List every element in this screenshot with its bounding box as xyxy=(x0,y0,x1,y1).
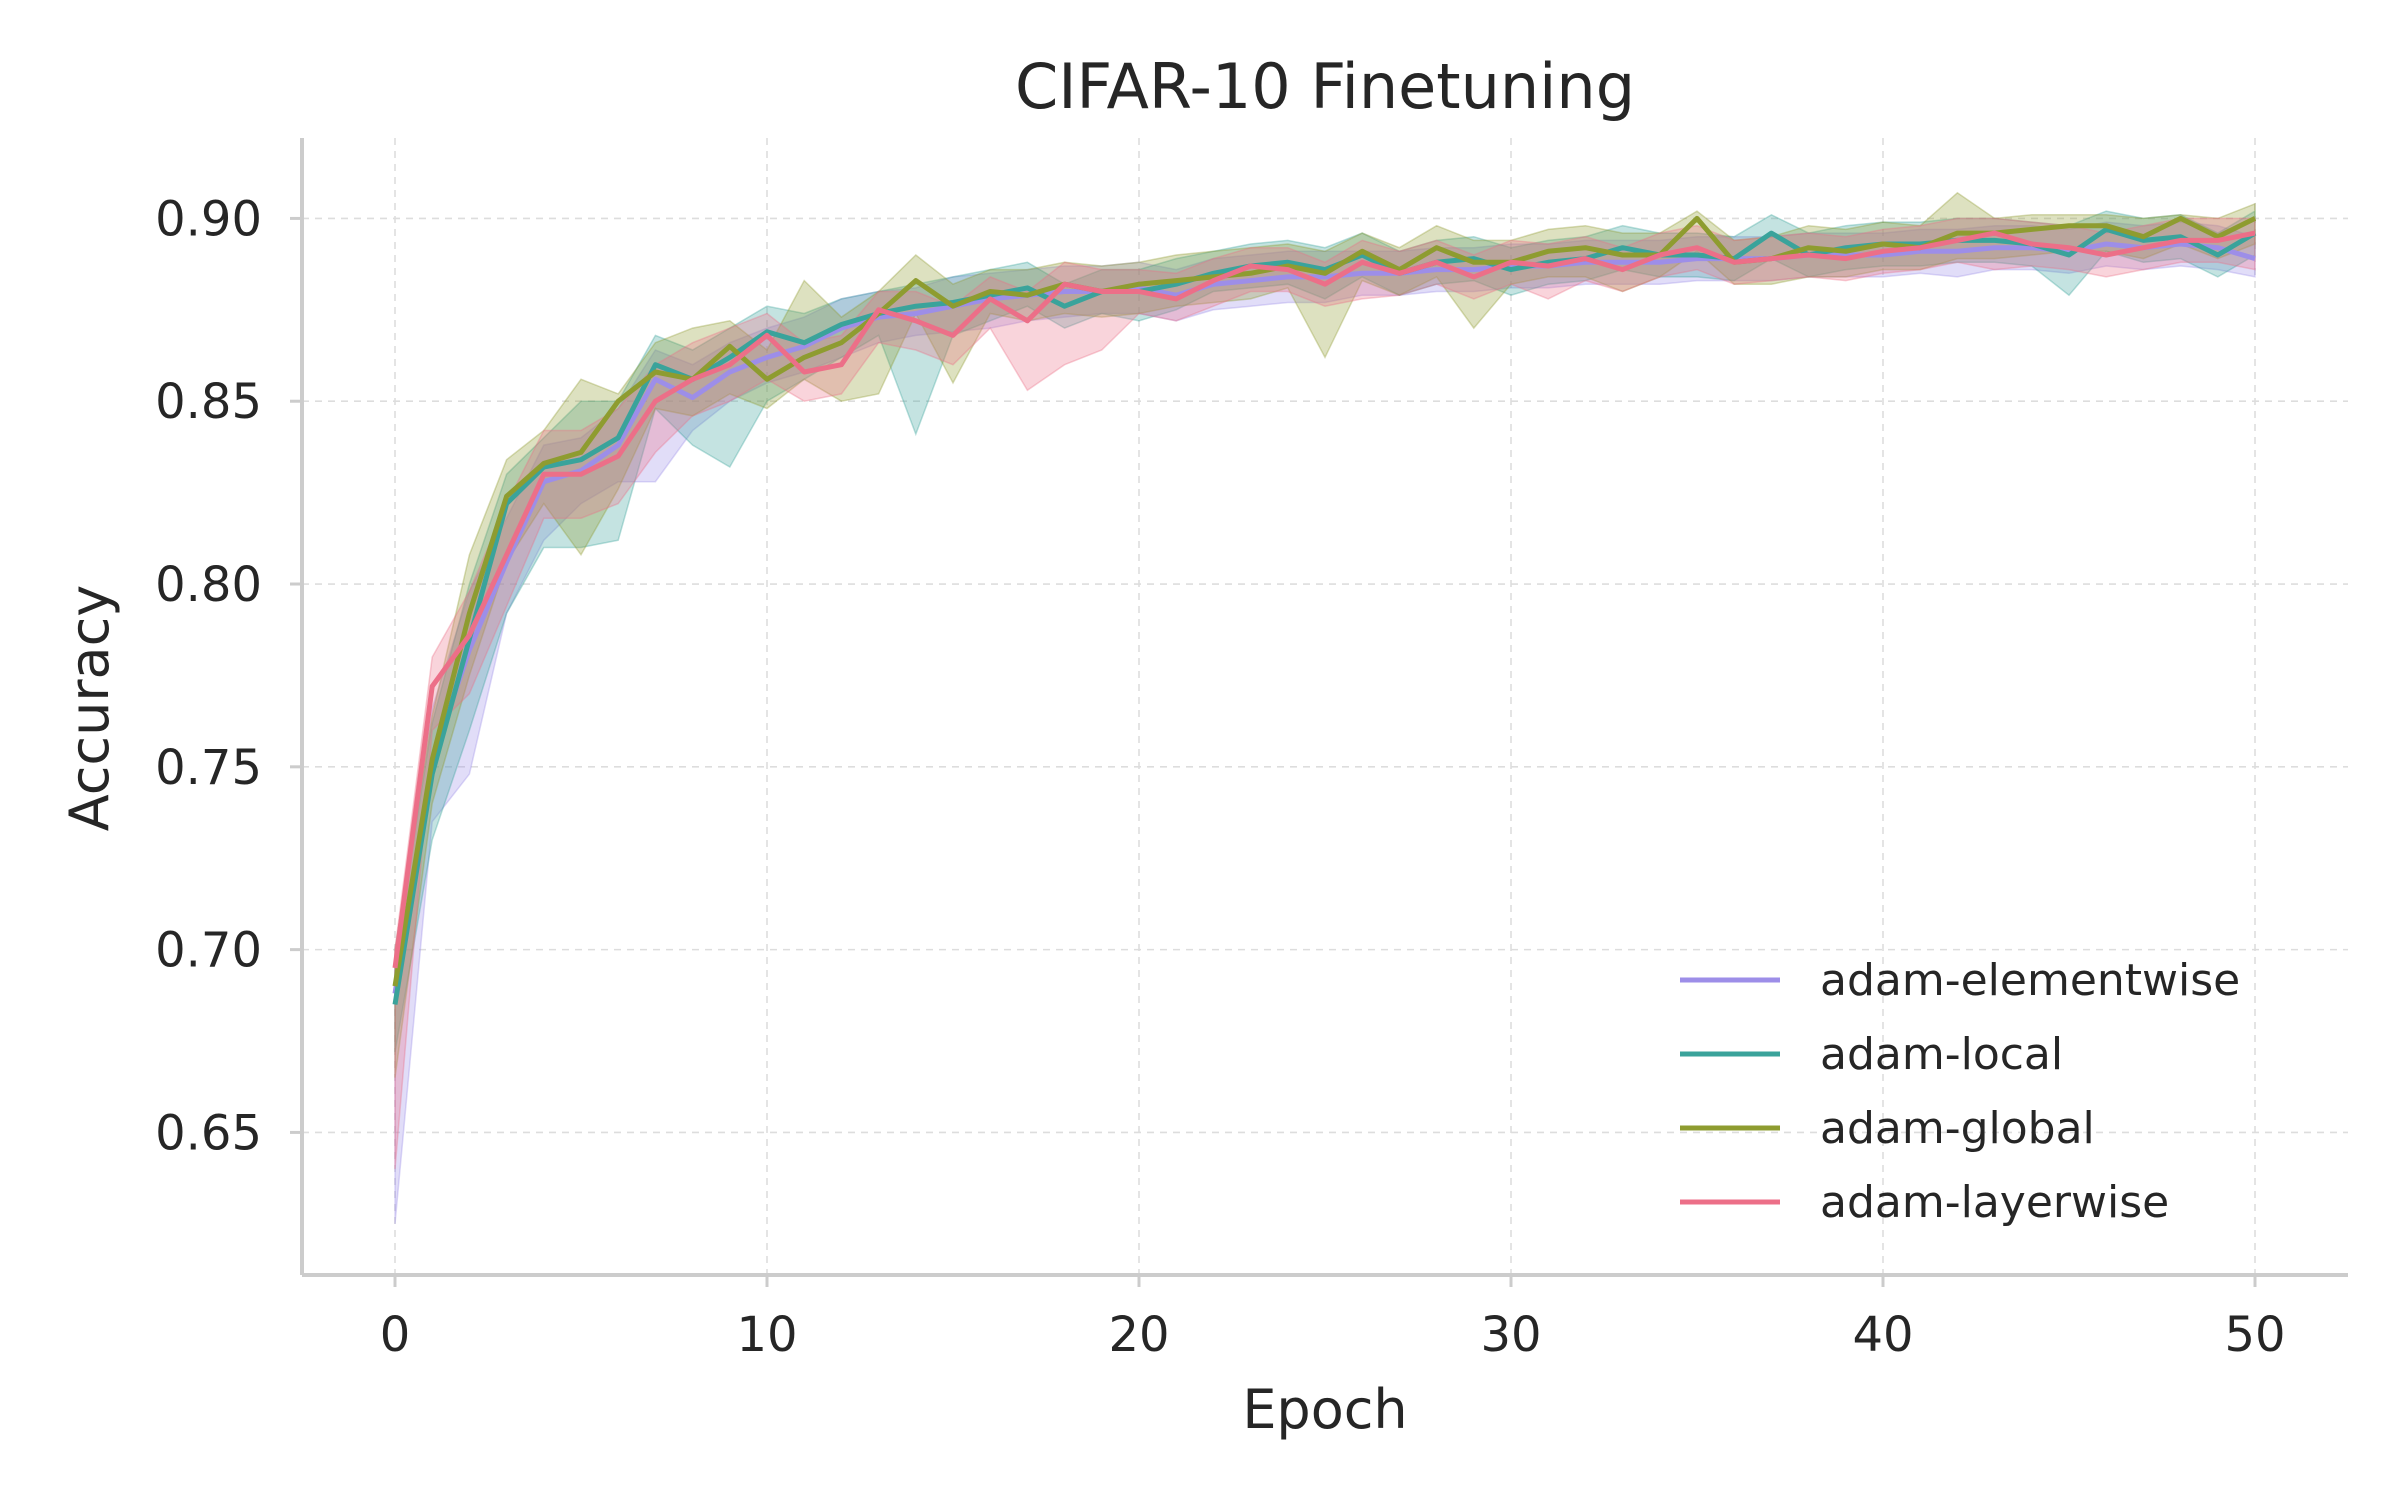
line-adam-elementwise xyxy=(392,241,2256,994)
band-adam-layerwise xyxy=(394,217,2256,1170)
y-tick-label: 0.80 xyxy=(155,557,262,613)
x-tick-label: 10 xyxy=(736,1307,797,1363)
legend-label-adam-global: adam-global xyxy=(1820,1103,2095,1154)
x-tick-label: 0 xyxy=(380,1307,411,1363)
x-tick-label: 30 xyxy=(1480,1307,1541,1363)
y-tick-label: 0.90 xyxy=(155,191,262,247)
band-adam-global xyxy=(394,191,2256,1078)
confidence-bands xyxy=(394,191,2256,1224)
x-tick-label: 20 xyxy=(1108,1307,1169,1363)
legend-label-adam-local: adam-local xyxy=(1820,1029,2063,1080)
x-tick-label: 50 xyxy=(2224,1307,2285,1363)
legend-label-adam-elementwise: adam-elementwise xyxy=(1820,955,2240,1006)
y-tick-label: 0.75 xyxy=(155,740,262,796)
y-tick-label: 0.85 xyxy=(155,374,262,430)
band-adam-elementwise xyxy=(394,221,2256,1224)
x-tick-label: 40 xyxy=(1852,1307,1913,1363)
series-lines xyxy=(392,215,2257,1005)
y-tick-label: 0.70 xyxy=(155,923,262,979)
line-adam-global xyxy=(392,215,2257,987)
y-tick-label: 0.65 xyxy=(155,1105,262,1161)
line-adam-layerwise xyxy=(392,230,2256,969)
chart-title: CIFAR-10 Finetuning xyxy=(1015,50,1635,123)
axes: 0 10 20 30 40 50 0.65 0.70 0.75 0.80 0.85 0.90 xyxy=(155,138,2348,1363)
y-axis-label: Accuracy xyxy=(58,585,121,832)
band-adam-local xyxy=(394,209,2256,1053)
legend-label-adam-layerwise: adam-layerwise xyxy=(1820,1177,2169,1228)
legend: adam-elementwise adam-local adam-global ada… xyxy=(1680,955,2240,1228)
x-axis-label: Epoch xyxy=(1242,1378,1407,1441)
